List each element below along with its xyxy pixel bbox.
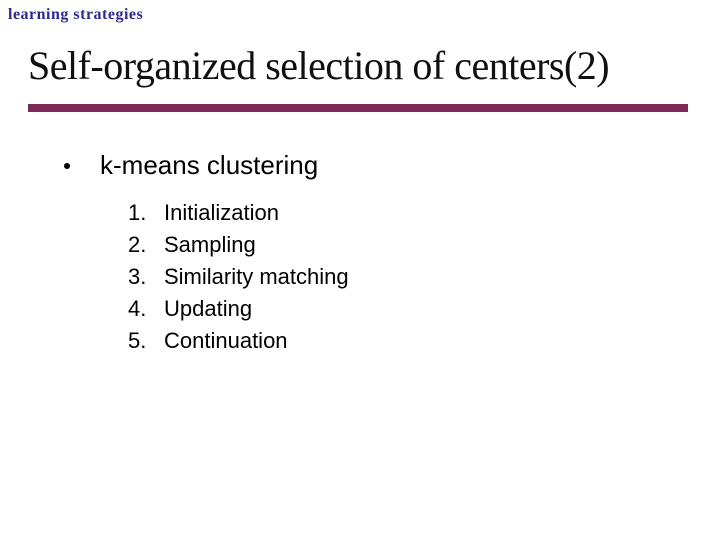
slide-title: Self-organized selection of centers(2): [28, 42, 700, 89]
list-item: 1. Initialization: [128, 200, 349, 226]
list-item: 4. Updating: [128, 296, 349, 322]
list-text: Initialization: [164, 200, 279, 226]
list-text: Continuation: [164, 328, 288, 354]
list-item: 5. Continuation: [128, 328, 349, 354]
list-text: Updating: [164, 296, 252, 322]
bullet-row: k-means clustering: [64, 150, 318, 181]
bullet-text: k-means clustering: [100, 150, 318, 181]
list-number: 1.: [128, 200, 164, 226]
numbered-list: 1. Initialization 2. Sampling 3. Similar…: [128, 198, 349, 360]
list-number: 2.: [128, 232, 164, 258]
title-divider: [28, 104, 688, 112]
topic-label: learning strategies: [8, 6, 143, 24]
list-item: 3. Similarity matching: [128, 264, 349, 290]
list-number: 3.: [128, 264, 164, 290]
list-number: 5.: [128, 328, 164, 354]
slide-page: learning strategies Self-organized selec…: [0, 0, 720, 540]
list-text: Similarity matching: [164, 264, 349, 290]
list-item: 2. Sampling: [128, 232, 349, 258]
list-number: 4.: [128, 296, 164, 322]
list-text: Sampling: [164, 232, 256, 258]
bullet-dot-icon: [64, 163, 70, 169]
